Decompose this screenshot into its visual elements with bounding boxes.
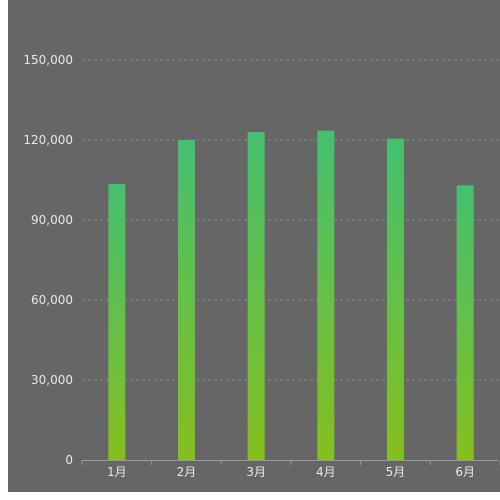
y-tick-label: 120,000 — [23, 133, 73, 147]
bar[interactable] — [178, 140, 195, 460]
y-tick-label: 90,000 — [31, 213, 73, 227]
bar[interactable] — [247, 132, 265, 460]
y-axis-labels: 0 30,000 60,000 90,000 120,000 150,000 — [23, 53, 73, 467]
x-tick-label: 2月 — [177, 465, 197, 479]
bar[interactable] — [108, 184, 126, 460]
x-tick-label: 1月 — [107, 465, 127, 479]
x-tick-label: 6月 — [455, 465, 475, 479]
bars — [108, 130, 474, 461]
x-tick-label: 5月 — [386, 465, 406, 479]
y-tick-label: 150,000 — [23, 53, 73, 67]
y-tick-label: 0 — [65, 453, 73, 467]
x-axis: 1月 2月 3月 4月 5月 6月 — [81, 460, 500, 479]
x-tick-label: 3月 — [246, 465, 266, 479]
y-tick-label: 30,000 — [31, 373, 73, 387]
bar[interactable] — [317, 130, 335, 460]
grid-lines — [82, 59, 498, 381]
bar[interactable] — [456, 185, 474, 461]
y-tick-label: 60,000 — [31, 293, 73, 307]
x-tick-label: 4月 — [316, 465, 336, 479]
bar[interactable] — [387, 138, 404, 460]
